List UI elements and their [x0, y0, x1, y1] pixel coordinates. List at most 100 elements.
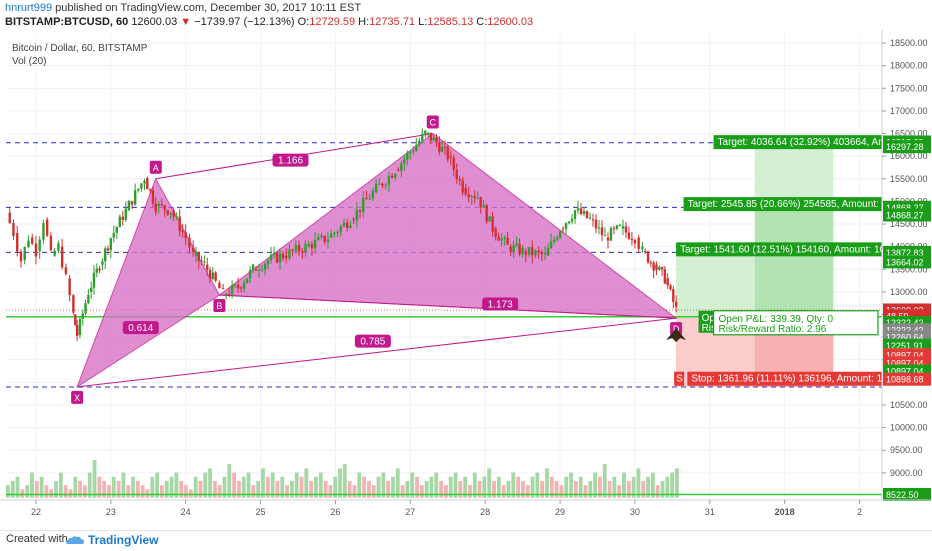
candle-body — [394, 173, 397, 178]
volume-bar — [641, 480, 646, 498]
candle-body — [491, 216, 494, 232]
published-text: published on TradingView.com, December 3… — [55, 2, 362, 14]
volume-bar — [665, 476, 670, 498]
volume-bar — [270, 472, 275, 498]
ratio-label: 1.166 — [278, 156, 303, 167]
candle-body — [512, 245, 515, 252]
candle-body — [53, 250, 56, 256]
candle-body — [304, 243, 307, 253]
x-tick-label: 23 — [106, 507, 116, 517]
candle-body — [521, 247, 524, 255]
pnl-box[interactable] — [712, 310, 879, 336]
candle-body — [269, 254, 273, 261]
volume-bar — [323, 480, 328, 498]
volume-bar — [516, 476, 521, 498]
volume-bar — [107, 485, 111, 498]
target-zone-3 — [754, 142, 834, 208]
target-label-box[interactable] — [683, 197, 882, 212]
candle-body — [467, 194, 470, 198]
volume-bar — [179, 480, 184, 498]
author-link[interactable]: hnrurt999 — [5, 2, 53, 14]
volume-bar — [540, 480, 545, 498]
volume-bar — [525, 485, 530, 498]
candle-body — [567, 221, 571, 224]
candle-body — [208, 269, 212, 280]
y-tick-label: 17500.00 — [890, 83, 928, 93]
candle-body — [163, 205, 166, 211]
candle-body — [552, 239, 556, 242]
volume-bar — [217, 485, 222, 498]
candle-body — [211, 272, 215, 280]
volume-bar — [83, 485, 87, 498]
candle-body — [148, 189, 152, 191]
candle-body — [515, 243, 518, 246]
volume-bar — [660, 480, 665, 498]
volume-bar — [554, 480, 559, 498]
target-label-text: Target: 2545.85 (20.66%) 254585, Amount:… — [688, 199, 905, 210]
top-bar: hnrurt999 published on TradingView.com, … — [0, 0, 932, 30]
volume-bar — [545, 468, 549, 498]
volume-bar — [193, 476, 198, 498]
volume-bar — [501, 485, 506, 498]
candle-body — [251, 264, 255, 271]
candle-body — [633, 240, 637, 244]
candle-body — [540, 252, 544, 255]
x-tick-label: 26 — [330, 507, 340, 517]
candle-body — [371, 190, 375, 199]
pattern-triangle-xab[interactable] — [76, 177, 221, 389]
candle-body — [555, 238, 559, 240]
volume-bar — [386, 480, 391, 498]
volume-bar — [410, 472, 415, 498]
volume-bar — [135, 480, 140, 498]
candle-body — [352, 219, 355, 221]
tradingview-logo[interactable]: TradingView — [88, 533, 159, 547]
stop-label-text: Stop: 1361.96 (11.11%) 136196, Amount: 1… — [691, 374, 888, 385]
x-tick-label: 31 — [705, 507, 715, 517]
x-tick-label: 22 — [31, 507, 41, 517]
candle-body — [301, 251, 304, 253]
candle-body — [612, 228, 616, 230]
volume-bar — [145, 489, 150, 498]
candle-body — [297, 245, 301, 252]
candle-body — [368, 198, 371, 200]
candle-body — [500, 238, 503, 241]
pnl-ghost-line2: Risk — [702, 323, 722, 334]
candle-body — [19, 251, 23, 262]
pattern-point-badge — [213, 299, 226, 313]
candle-body — [115, 227, 119, 233]
target-label-box[interactable] — [676, 242, 882, 257]
candle-body — [285, 255, 288, 259]
candle-body — [127, 201, 131, 211]
volume-bar — [97, 476, 102, 498]
volume-bar — [314, 476, 318, 498]
candle-body — [421, 133, 424, 141]
candle-body — [206, 264, 209, 270]
volume-bar — [357, 472, 362, 498]
down-arrow-icon: ▼ — [180, 16, 192, 28]
candle-body — [157, 204, 160, 206]
volume-bar — [328, 485, 333, 498]
high-value: 12735.71 — [369, 16, 416, 28]
x-tick-label: 2018 — [775, 507, 795, 517]
candle-body — [329, 233, 333, 238]
candle-body — [438, 142, 441, 152]
low-value: 12585.13 — [427, 16, 474, 28]
x-tick-label: 2 — [857, 507, 862, 517]
target-label-box[interactable] — [713, 135, 882, 150]
candle-body — [140, 183, 143, 189]
candle-body — [606, 237, 610, 241]
y-axis-panel[interactable] — [882, 30, 932, 530]
stop-label-box[interactable] — [687, 371, 882, 386]
y-tick-label: 9500.00 — [890, 445, 923, 455]
candle-body — [403, 159, 406, 164]
candle-body — [470, 196, 473, 198]
candle-body — [561, 228, 565, 230]
candle-body — [488, 216, 491, 222]
volume-bar — [472, 472, 477, 498]
volume-bar — [362, 476, 366, 498]
volume-bar — [333, 476, 338, 498]
volume-bar — [198, 480, 203, 498]
volume-bar — [289, 480, 294, 498]
